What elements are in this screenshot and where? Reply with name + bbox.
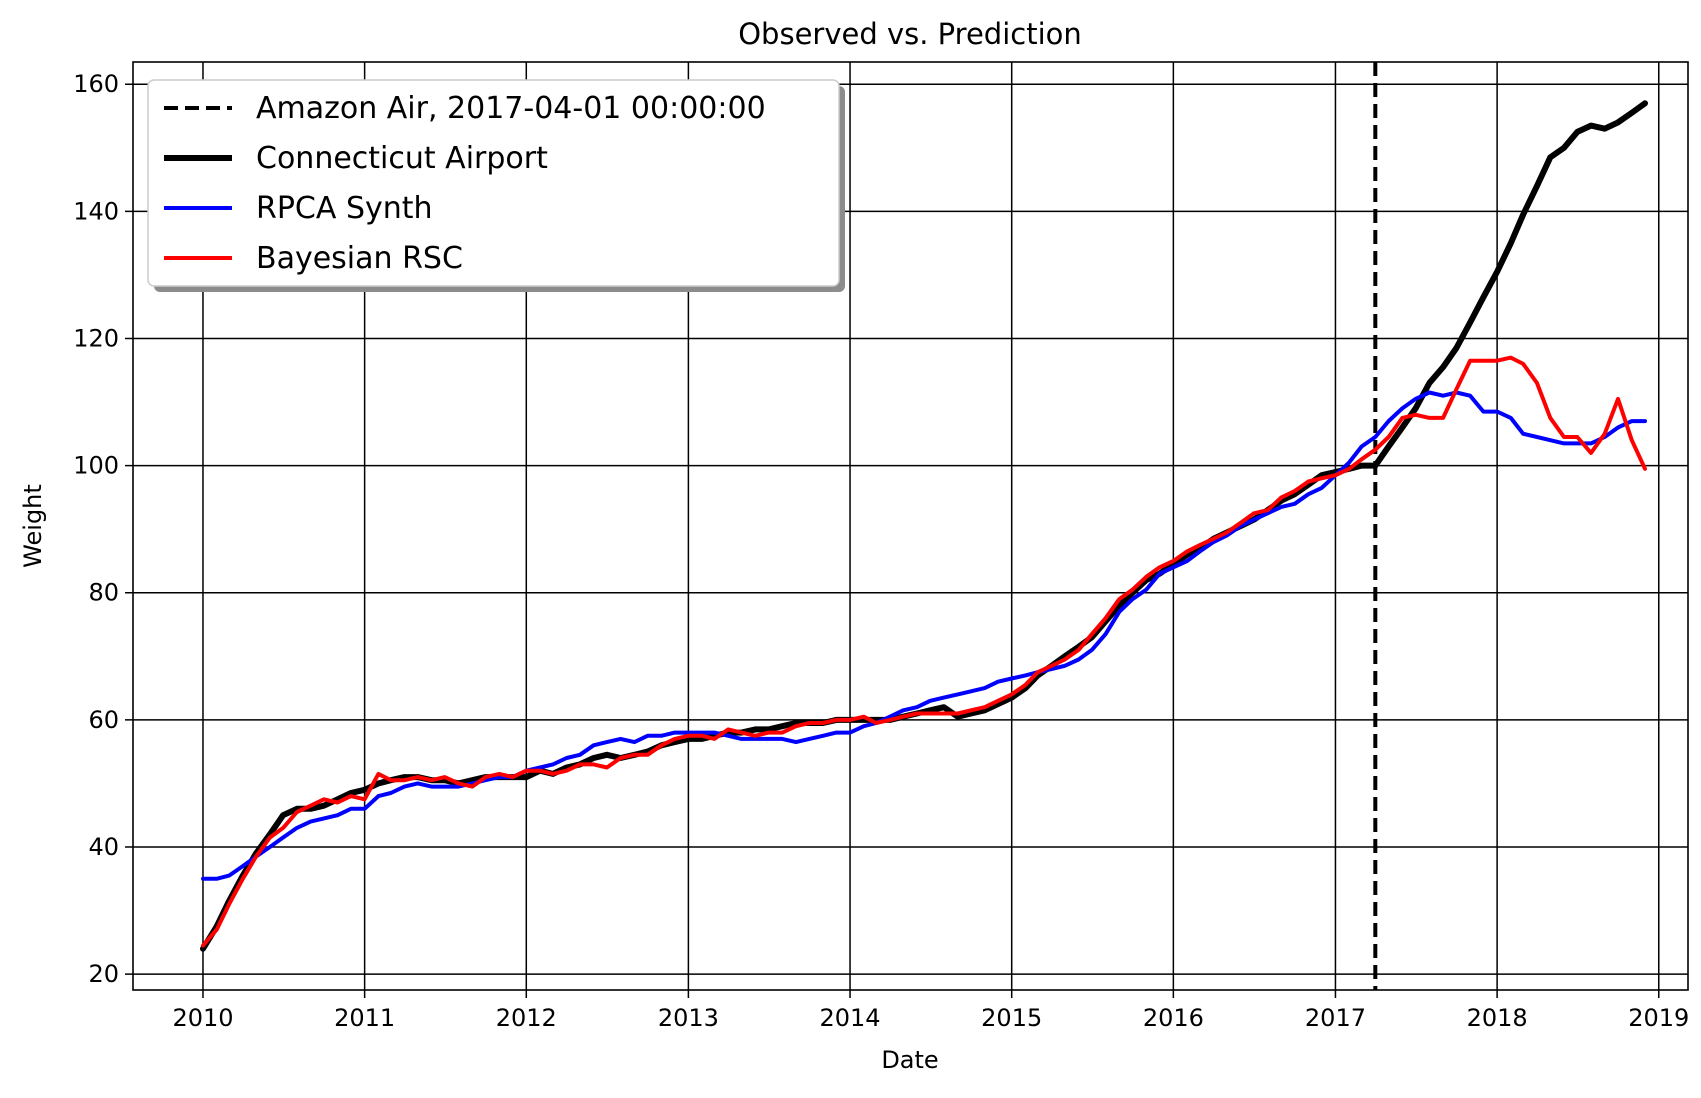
series-line-bayesian-rsc bbox=[201, 355, 1647, 948]
y-tick-label: 160 bbox=[73, 70, 119, 98]
legend-entries: Amazon Air, 2017-04-01 00:00:00 Connectic… bbox=[164, 91, 766, 276]
legend-entry-event: Amazon Air, 2017-04-01 00:00:00 bbox=[164, 91, 766, 126]
x-tick-label: 2016 bbox=[1143, 1004, 1204, 1032]
legend-label: Amazon Air, 2017-04-01 00:00:00 bbox=[256, 91, 766, 126]
x-tick-label: 2015 bbox=[981, 1004, 1042, 1032]
legend-label: Connecticut Airport bbox=[256, 141, 548, 176]
legend-label: Bayesian RSC bbox=[256, 241, 463, 276]
x-tick-label: 2014 bbox=[820, 1004, 881, 1032]
y-tick-label: 60 bbox=[88, 706, 119, 734]
axis-ticks: 2010 2011 2012 2013 2014 2015 2016 2017 2018 2019… bbox=[73, 70, 1689, 1032]
y-tick-label: 120 bbox=[73, 324, 119, 352]
y-tick-label: 20 bbox=[88, 960, 119, 988]
y-tick-label: 80 bbox=[88, 579, 119, 607]
plot-frame bbox=[132, 61, 1689, 991]
series-layer bbox=[200, 100, 1648, 952]
series-line-rpca-synth bbox=[201, 390, 1647, 881]
y-tick-label: 140 bbox=[73, 197, 119, 225]
legend-entry-connecticut-airport: Connecticut Airport bbox=[164, 141, 548, 176]
legend-box bbox=[147, 79, 840, 287]
x-tick-label: 2012 bbox=[496, 1004, 557, 1032]
chart-title: Observed vs. Prediction bbox=[738, 17, 1082, 51]
x-axis-label: Date bbox=[881, 1046, 938, 1074]
x-tick-label: 2018 bbox=[1467, 1004, 1528, 1032]
legend-entry-rpca-synth: RPCA Synth bbox=[164, 191, 433, 226]
x-tick-label: 2017 bbox=[1305, 1004, 1366, 1032]
x-tick-label: 2010 bbox=[172, 1004, 233, 1032]
y-axis-label: Weight bbox=[19, 484, 47, 568]
x-tick-label: 2011 bbox=[334, 1004, 395, 1032]
legend-label: RPCA Synth bbox=[256, 191, 433, 226]
legend: Amazon Air, 2017-04-01 00:00:00 Connectic… bbox=[147, 79, 845, 292]
y-tick-label: 40 bbox=[88, 833, 119, 861]
y-tick-label: 100 bbox=[73, 452, 119, 480]
x-tick-label: 2013 bbox=[658, 1004, 719, 1032]
legend-entry-bayesian-rsc: Bayesian RSC bbox=[164, 241, 463, 276]
x-tick-label: 2019 bbox=[1628, 1004, 1689, 1032]
